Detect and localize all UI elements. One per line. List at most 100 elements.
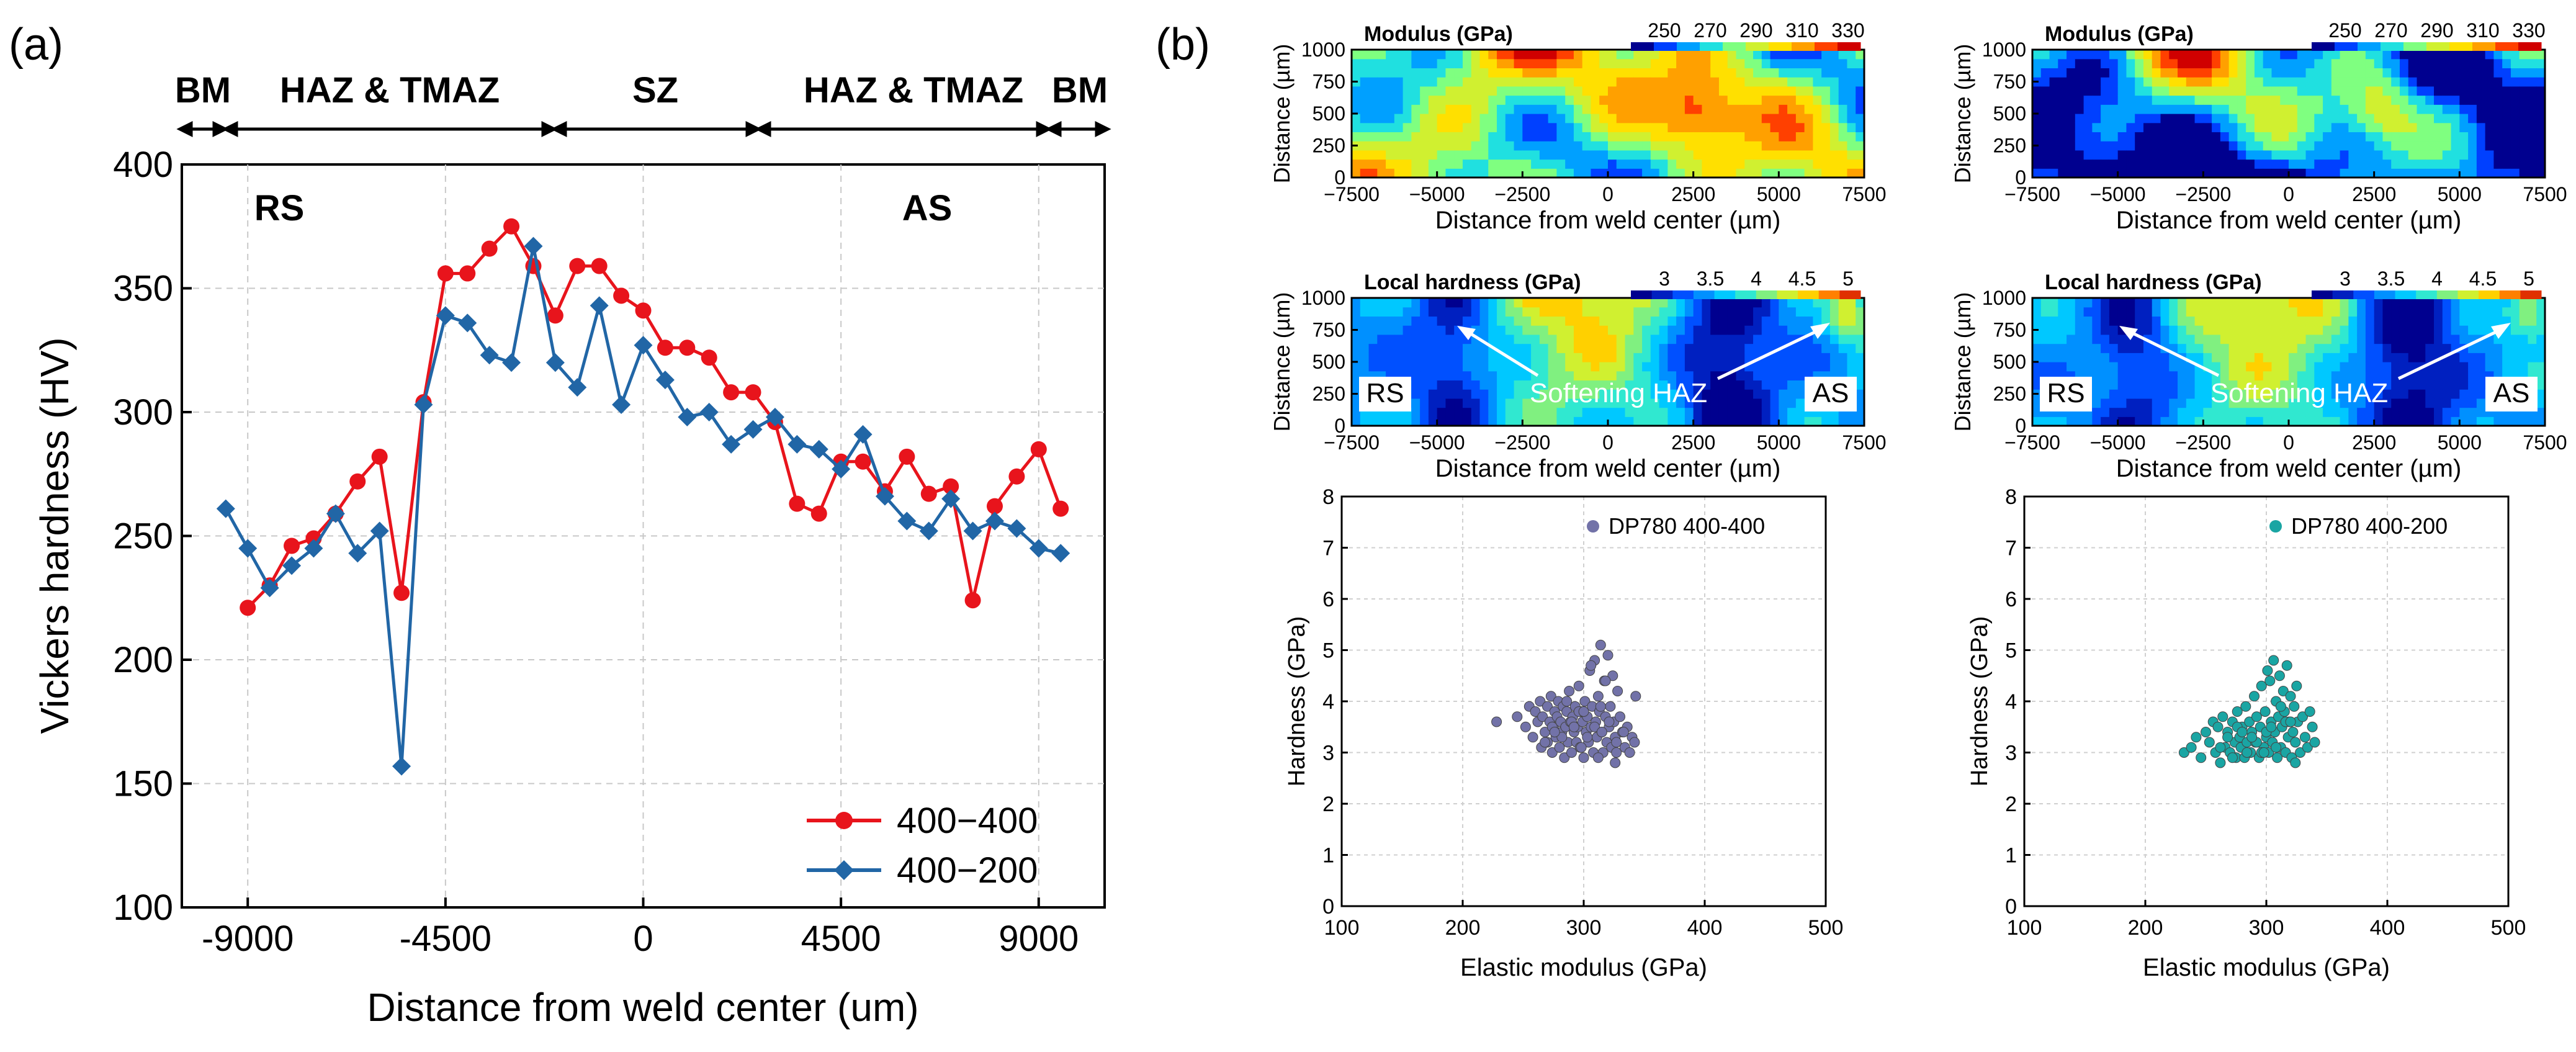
contour-cell [1411, 58, 1420, 69]
contour-cell [2314, 325, 2323, 335]
contour-cell [1386, 159, 1395, 169]
contour-cell [2246, 159, 2255, 169]
contour-cell [1710, 334, 1720, 344]
contour-cell [2519, 307, 2529, 317]
contour-cell [1591, 362, 1600, 372]
contour-cell [1394, 150, 1404, 160]
contour-cell [1829, 50, 1839, 60]
contour-cell [2143, 380, 2153, 390]
contour-cell [1505, 416, 1515, 426]
contour-cell [2126, 353, 2135, 362]
data-point-400-200 [743, 420, 763, 439]
contour-cell [1514, 122, 1523, 133]
contour-cell [2040, 86, 2050, 96]
colorbar-tick: 3 [1659, 267, 1670, 290]
contour-cell [1428, 407, 1438, 417]
contour-cell [2442, 343, 2452, 353]
contour-cell [1402, 150, 1412, 160]
contour-cell [1514, 50, 1523, 60]
contour-cell [1770, 50, 1779, 60]
contour-cell [1625, 389, 1634, 399]
map-x-tick-label: −2500 [2175, 183, 2231, 205]
contour-cell [2178, 298, 2187, 308]
contour-cell [2194, 114, 2204, 124]
contour-cell [1736, 104, 1745, 114]
contour-cell [1787, 95, 1797, 105]
contour-cell [1471, 168, 1481, 178]
contour-cell [1556, 353, 1566, 362]
contour-cell [1804, 77, 1813, 87]
contour-cell [2220, 95, 2230, 105]
map-y-axis-label: Distance (µm) [1269, 292, 1295, 432]
contour-cell [1753, 389, 1762, 399]
contour-cell [2126, 362, 2135, 372]
contour-cell [2331, 150, 2341, 160]
contour-cell [2536, 141, 2546, 151]
contour-cell [2049, 58, 2058, 69]
contour-cell [2067, 343, 2076, 353]
contour-cell [2160, 159, 2170, 169]
contour-cell [2374, 86, 2384, 96]
contour-cell [1779, 168, 1788, 178]
contour-cell [2536, 416, 2546, 426]
contour-cell [2459, 132, 2469, 142]
contour-cell [1642, 122, 1651, 133]
contour-cell [2135, 407, 2144, 417]
contour-cell [1804, 159, 1813, 169]
contour-cell [2126, 389, 2135, 399]
contour-cell [2348, 316, 2358, 326]
contour-cell [2246, 168, 2255, 178]
contour-cell [2297, 307, 2307, 317]
contour-cell [1847, 416, 1856, 426]
contour-cell [2143, 407, 2153, 417]
contour-cell [2083, 353, 2093, 362]
contour-cell [2032, 132, 2042, 142]
contour-cell [2289, 407, 2298, 417]
contour-cell [1352, 334, 1361, 344]
contour-cell [2468, 141, 2477, 151]
contour-cell [1462, 132, 1472, 142]
contour-cell [2280, 325, 2289, 335]
scatter-point [1578, 706, 1589, 717]
contour-cell [1548, 168, 1557, 178]
contour-cell [1650, 141, 1660, 151]
contour-cell [2459, 122, 2469, 133]
contour-cell [2434, 362, 2443, 372]
contour-cell [1642, 380, 1651, 390]
contour-cell [1693, 58, 1703, 69]
contour-cell [1531, 353, 1540, 362]
contour-cell [1718, 159, 1728, 169]
contour-cell [1437, 77, 1447, 87]
contour-cell [2382, 343, 2392, 353]
contour-cell [1667, 380, 1677, 390]
colorbar-swatch [1631, 42, 1654, 51]
contour-cell [1795, 353, 1805, 362]
contour-cell [2203, 168, 2212, 178]
contour-cell [2220, 389, 2230, 399]
colorbar-swatch [1651, 290, 1673, 299]
contour-cell [1360, 86, 1370, 96]
contour-cell [2246, 68, 2255, 78]
contour-cell [2382, 68, 2392, 78]
contour-cell [2194, 298, 2204, 308]
data-point-400-400 [547, 307, 563, 324]
data-point-400-400 [503, 218, 520, 235]
contour-cell [1779, 407, 1788, 417]
contour-cell [2040, 334, 2050, 344]
contour-cell [1539, 416, 1549, 426]
contour-cell [1761, 114, 1771, 124]
contour-cell [1779, 86, 1788, 96]
contour-cell [2075, 168, 2085, 178]
contour-cell [2117, 389, 2127, 399]
contour-cell [2280, 389, 2289, 399]
contour-cell [2297, 389, 2307, 399]
contour-cell [2434, 141, 2443, 151]
contour-cell [1710, 50, 1720, 60]
contour-cell [1718, 86, 1728, 96]
contour-cell [2374, 95, 2384, 105]
contour-cell [1710, 58, 1720, 69]
contour-cell [1368, 298, 1378, 308]
contour-cell [1599, 159, 1609, 169]
map-x-tick-label: −5000 [2090, 431, 2146, 454]
contour-cell [1505, 168, 1515, 178]
